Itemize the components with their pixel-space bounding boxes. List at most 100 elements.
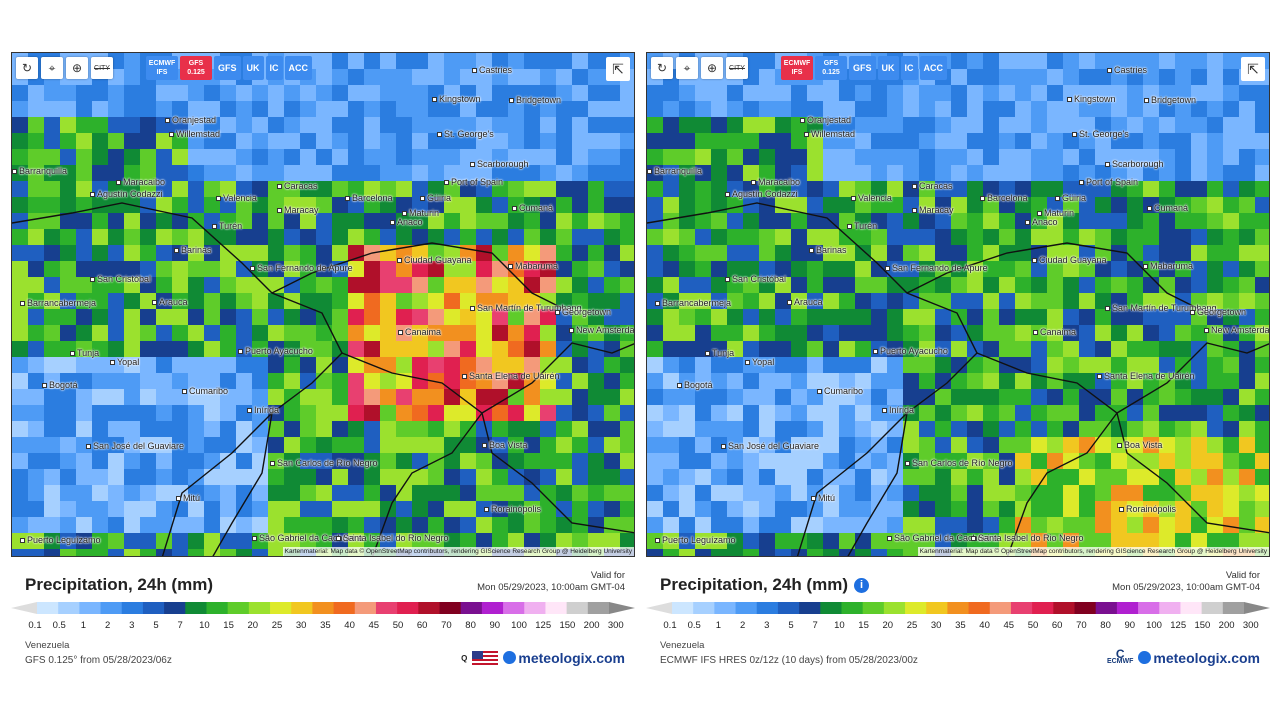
precip-cell <box>1143 165 1160 182</box>
precip-cell <box>791 453 808 470</box>
model-tab[interactable]: GFS <box>849 56 876 80</box>
precip-cell <box>508 277 525 294</box>
precip-cell <box>695 453 712 470</box>
precip-cell <box>220 277 237 294</box>
precip-cell <box>1111 277 1128 294</box>
precip-cell <box>76 85 93 102</box>
precip-cell <box>695 85 712 102</box>
precip-cell <box>1255 357 1269 374</box>
refresh-button[interactable]: ↻ <box>651 57 673 79</box>
precip-cell <box>1143 181 1160 198</box>
precip-cell <box>823 309 840 326</box>
model-tab[interactable]: ACC <box>284 56 313 80</box>
precip-cell <box>220 85 237 102</box>
precip-cell <box>759 69 776 86</box>
scale-swatch <box>799 602 821 614</box>
city-toggle-button[interactable]: CITY <box>726 57 748 79</box>
weather-map[interactable]: Castries Kingstown Bridgetown Oranjestad Wil… <box>646 52 1270 557</box>
city-label: Maturin <box>402 208 439 218</box>
precip-cell <box>188 341 205 358</box>
city-label: Mitú <box>176 493 200 503</box>
precip-cell <box>1143 229 1160 246</box>
precip-cell <box>460 405 477 422</box>
precip-cell <box>1063 165 1080 182</box>
meteologix-logo[interactable]: meteologix.com <box>1138 650 1260 666</box>
precip-cell <box>92 229 109 246</box>
precip-cell <box>983 437 1000 454</box>
meteologix-logo[interactable]: meteologix.com <box>503 650 625 666</box>
model-tab[interactable]: IC <box>265 56 283 80</box>
precip-cell <box>380 229 397 246</box>
location-button[interactable]: ⌖ <box>676 57 698 79</box>
precip-cell <box>380 485 397 502</box>
precip-cell <box>1111 229 1128 246</box>
model-tab[interactable]: IC <box>900 56 918 80</box>
weather-map[interactable]: Castries Kingstown Bridgetown Oranjestad Wil… <box>11 52 635 557</box>
city-toggle-button[interactable]: CITY <box>91 57 113 79</box>
precip-cell <box>1159 533 1176 550</box>
precip-cell <box>951 117 968 134</box>
share-button[interactable]: ⇱ <box>1241 57 1265 81</box>
precip-cell <box>572 85 589 102</box>
precip-cell <box>508 101 525 118</box>
refresh-button[interactable]: ↻ <box>16 57 38 79</box>
precip-cell <box>823 149 840 166</box>
model-tab[interactable]: ECMWF IFS <box>781 56 813 80</box>
precip-cell <box>695 357 712 374</box>
model-tab[interactable]: ECMWF IFS <box>146 56 178 80</box>
precip-cell <box>999 117 1016 134</box>
precip-cell <box>380 245 397 262</box>
precip-cell <box>1095 469 1112 486</box>
precip-cell <box>444 341 461 358</box>
precip-cell <box>887 245 904 262</box>
border-line <box>271 242 573 314</box>
precip-cell <box>12 85 29 102</box>
zoom-button[interactable]: ⊕ <box>701 57 723 79</box>
city-label: Kingstown <box>1067 94 1116 104</box>
precip-cell <box>1015 101 1032 118</box>
precip-cell <box>540 69 557 86</box>
location-button[interactable]: ⌖ <box>41 57 63 79</box>
precip-cell <box>188 85 205 102</box>
precip-cell <box>663 517 680 534</box>
precip-cell <box>1079 405 1096 422</box>
share-button[interactable]: ⇱ <box>606 57 630 81</box>
precip-cell <box>508 245 525 262</box>
precip-cell <box>999 69 1016 86</box>
precip-cell <box>1223 357 1240 374</box>
precip-cell <box>188 277 205 294</box>
scale-swatch <box>1138 602 1160 614</box>
map-attribution[interactable]: Kartenmaterial: Map data © OpenStreetMap… <box>917 547 1269 556</box>
map-attribution[interactable]: Kartenmaterial: Map data © OpenStreetMap… <box>282 547 634 556</box>
model-tab[interactable]: GFS 0.125 <box>815 56 847 80</box>
precip-cell <box>156 85 173 102</box>
precip-cell <box>284 501 301 518</box>
zoom-button[interactable]: ⊕ <box>66 57 88 79</box>
precip-cell <box>1111 213 1128 230</box>
precip-cell <box>540 341 557 358</box>
precip-cell <box>220 101 237 118</box>
model-tab[interactable]: UK <box>242 56 264 80</box>
precip-cell <box>695 149 712 166</box>
precip-cell <box>1079 53 1096 70</box>
precip-cell <box>300 101 317 118</box>
precip-cell <box>44 485 61 502</box>
hd-zoom-icon[interactable]: Q <box>461 653 468 663</box>
precip-cell <box>727 389 744 406</box>
precip-cell <box>1239 213 1256 230</box>
precip-cell <box>775 117 792 134</box>
precip-cell <box>743 485 760 502</box>
precip-cell <box>935 101 952 118</box>
precip-cell <box>588 389 605 406</box>
model-tab[interactable]: ACC <box>919 56 948 80</box>
precip-cell <box>428 469 445 486</box>
precip-cell <box>588 533 605 550</box>
model-tab[interactable]: GFS 0.125 <box>180 56 212 80</box>
precip-cell <box>44 421 61 438</box>
info-icon[interactable]: i <box>853 578 869 593</box>
precip-cell <box>124 229 141 246</box>
model-tab[interactable]: GFS <box>214 56 241 80</box>
model-tab[interactable]: UK <box>877 56 899 80</box>
precip-cell <box>300 133 317 150</box>
precip-cell <box>919 405 936 422</box>
